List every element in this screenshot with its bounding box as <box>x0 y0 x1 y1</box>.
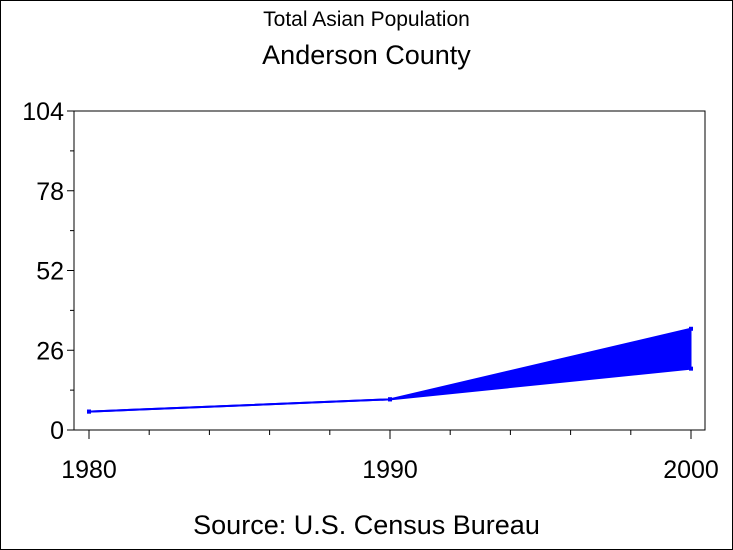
chart-source-footer: Source: U.S. Census Bureau <box>193 510 540 540</box>
data-point <box>388 397 392 402</box>
data-point <box>689 326 693 331</box>
y-tick-label: 104 <box>22 98 64 126</box>
x-tick-label: 2000 <box>663 456 719 484</box>
y-tick-label: 0 <box>50 417 64 445</box>
plot-area-frame <box>73 110 706 431</box>
x-tick-label: 1980 <box>61 456 117 484</box>
axis-layer <box>67 110 692 439</box>
y-tick-label: 52 <box>36 258 64 286</box>
chart-subtitle: Anderson County <box>262 40 471 70</box>
y-tick-label: 26 <box>36 337 64 365</box>
tick-label-layer: 0 26 52 78 104 1980 1990 2000 <box>22 98 719 484</box>
y-tick-label: 78 <box>36 178 64 206</box>
data-point <box>689 366 693 371</box>
area-layer <box>87 326 693 414</box>
x-tick-label: 1990 <box>362 456 418 484</box>
chart-title: Total Asian Population <box>263 8 470 31</box>
data-point <box>87 409 91 414</box>
